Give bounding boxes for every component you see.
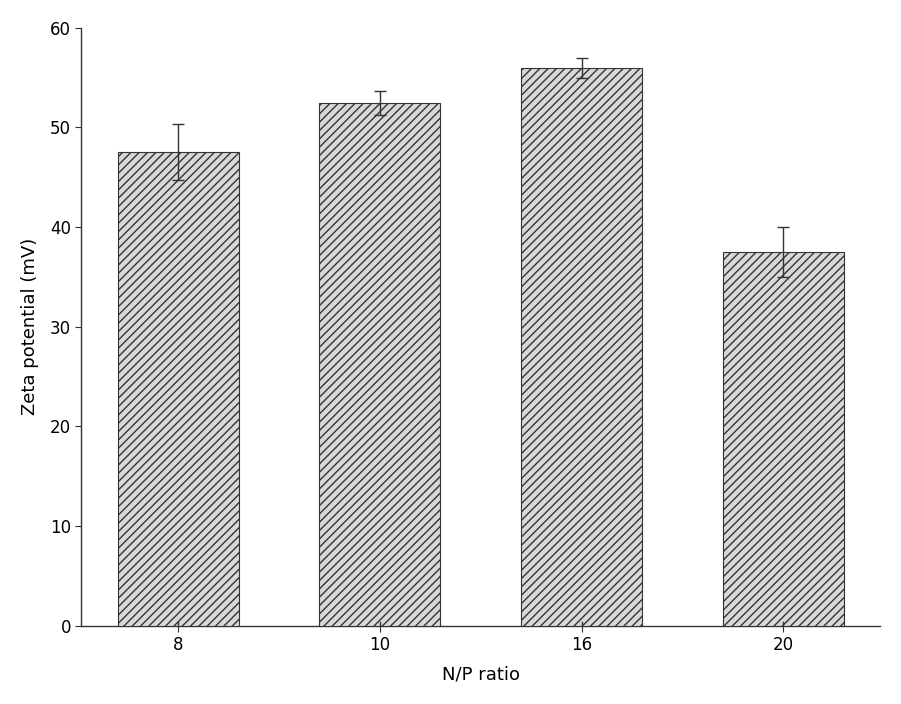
Bar xyxy=(118,152,239,626)
Bar xyxy=(320,103,441,626)
X-axis label: N/P ratio: N/P ratio xyxy=(441,665,520,683)
Bar xyxy=(521,68,642,626)
Y-axis label: Zeta potential (mV): Zeta potential (mV) xyxy=(21,238,39,415)
Bar xyxy=(723,252,844,626)
